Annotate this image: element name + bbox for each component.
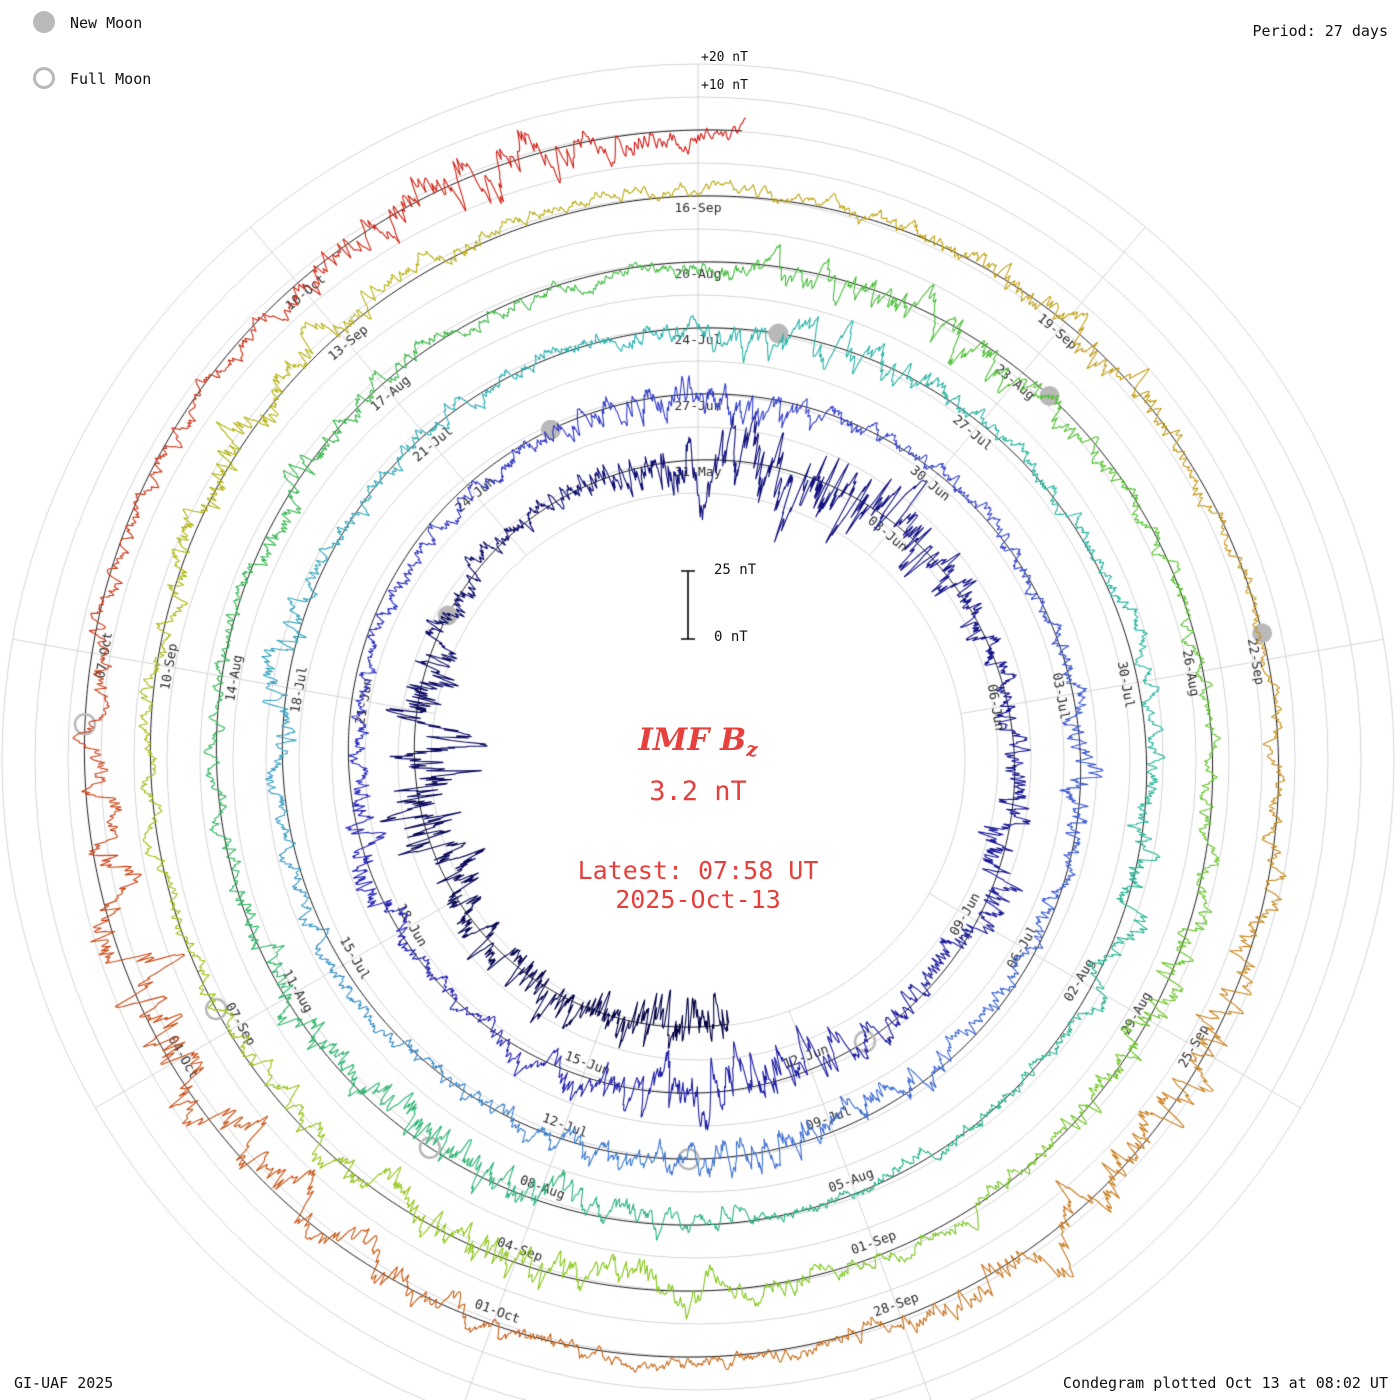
latest-time-label: Latest: 07:58 UT xyxy=(577,856,819,885)
period-label: Period: 27 days xyxy=(1252,22,1388,40)
ring-label-plus10: +10 nT xyxy=(701,78,748,93)
credit-label: GI-UAF 2025 xyxy=(14,1374,114,1392)
scalebar-bottom-label: 0 nT xyxy=(714,629,748,645)
imf-title-subscript: z xyxy=(746,737,758,761)
new-moon-icon xyxy=(33,11,55,33)
new-moon-label: New Moon xyxy=(70,14,143,32)
ring-label-plus20: +20 nT xyxy=(701,50,748,65)
imf-title-main: IMF B xyxy=(638,722,747,758)
full-moon-label: Full Moon xyxy=(70,70,152,88)
scalebar-top-label: 25 nT xyxy=(714,562,757,578)
imf-bz-value: 3.2 nT xyxy=(649,776,747,807)
full-moon-icon xyxy=(33,67,55,89)
imf-bz-title: IMF Bz xyxy=(0,722,1398,761)
latest-date-label: 2025-Oct-13 xyxy=(615,885,781,914)
plotted-label: Condegram plotted Oct 13 at 08:02 UT xyxy=(1062,1374,1388,1392)
